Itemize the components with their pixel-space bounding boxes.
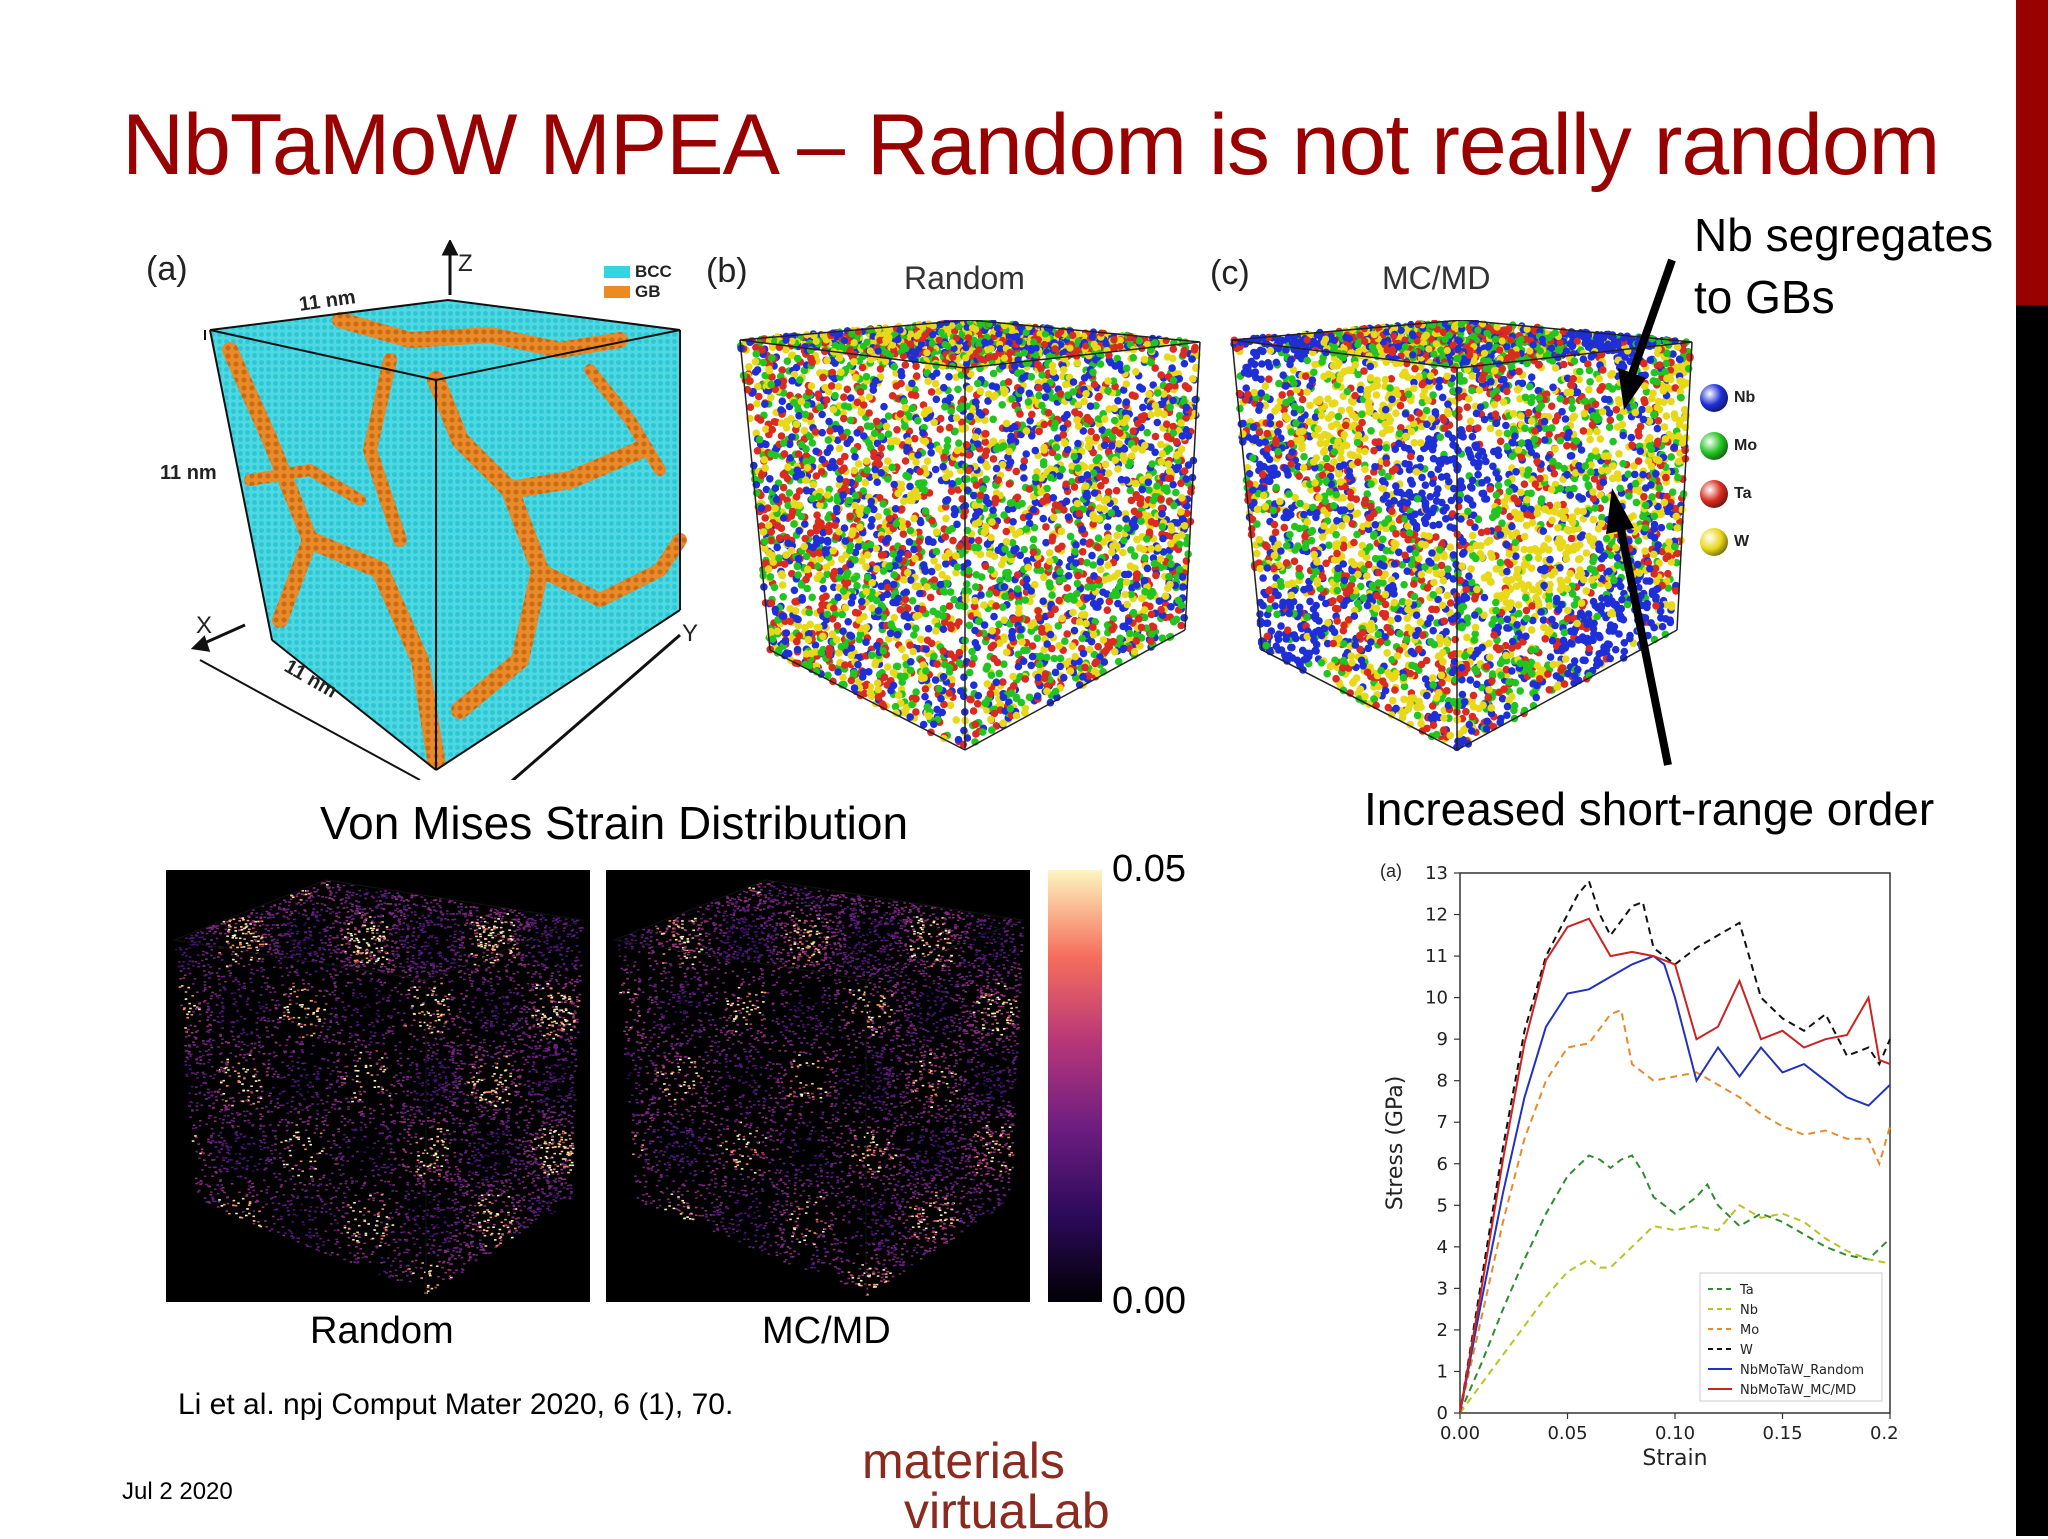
x-axis-label: Strain [1642, 1446, 1707, 1471]
colorbar-min-label: 0.00 [1112, 1280, 1186, 1323]
x-tick-label: 0.10 [1655, 1423, 1695, 1444]
y-tick-label: 2 [1437, 1320, 1448, 1341]
y-axis-label: Stress (GPa) [1383, 1076, 1408, 1211]
y-tick-label: 5 [1437, 1195, 1448, 1216]
legend-label: NbMoTaW_Random [1740, 1363, 1864, 1378]
y-tick-label: 8 [1437, 1071, 1448, 1092]
x-tick-label: 0.20 [1870, 1423, 1900, 1444]
y-tick-label: 3 [1437, 1278, 1448, 1299]
x-tick-label: 0.00 [1440, 1423, 1480, 1444]
grain-boundary-cube-image [160, 240, 720, 780]
strain-caption-random: Random [310, 1310, 454, 1353]
colorbar-max-label: 0.05 [1112, 848, 1186, 891]
colorbar [1048, 870, 1102, 1302]
axis-z-label: Z [458, 250, 473, 278]
accent-bar-black [2016, 305, 2048, 1536]
y-tick-label: 12 [1425, 905, 1448, 926]
strain-caption-mcmd: MC/MD [762, 1310, 891, 1353]
legend-label: Mo [1740, 1323, 1759, 1338]
axis-y-label: Y [682, 620, 698, 648]
phase-legend-bcc: BCC [604, 262, 672, 282]
y-tick-label: 6 [1437, 1154, 1448, 1175]
legend-label: Nb [1740, 1303, 1758, 1318]
cube-a-dim-left: 11 nm [160, 462, 217, 485]
materials-virtualab-logo: materials virtuaLab [862, 1436, 1110, 1536]
legend-label: Ta [1739, 1283, 1754, 1298]
gb-label: GB [635, 282, 661, 302]
phase-legend-gb: GB [604, 282, 672, 302]
logo-line-2: virtuaLab [904, 1486, 1110, 1536]
panel-c-letter: (c) [1210, 254, 1250, 293]
legend-label: NbMoTaW_MC/MD [1740, 1383, 1856, 1398]
random-atoms-cube-image [730, 320, 1210, 760]
panel-c-title: MC/MD [1382, 260, 1490, 297]
x-tick-label: 0.15 [1762, 1423, 1802, 1444]
y-tick-label: 4 [1437, 1237, 1448, 1258]
y-tick-label: 13 [1425, 863, 1448, 884]
strain-map-mcmd-image [606, 870, 1030, 1302]
strain-map-random-image [166, 870, 590, 1302]
y-tick-label: 7 [1437, 1112, 1448, 1133]
annotation-short-range-order: Increased short-range order [1364, 778, 1934, 840]
bcc-label: BCC [635, 262, 672, 282]
chart-legend [1700, 1273, 1882, 1401]
slide-date: Jul 2 2020 [122, 1478, 233, 1506]
panel-b-letter: (b) [706, 252, 748, 291]
axis-x-label: X [196, 612, 212, 640]
annotation-arrows [1600, 250, 1740, 780]
strain-heading: Von Mises Strain Distribution [320, 796, 908, 850]
chart-panel-label: (a) [1380, 861, 1402, 881]
x-tick-label: 0.05 [1547, 1423, 1587, 1444]
y-tick-label: 10 [1425, 988, 1448, 1009]
y-tick-label: 1 [1437, 1361, 1448, 1382]
slide-title: NbTaMoW MPEA – Random is not really rand… [122, 96, 1939, 195]
y-tick-label: 11 [1425, 946, 1448, 967]
phase-legend: BCC GB [604, 262, 672, 302]
y-tick-label: 9 [1437, 1029, 1448, 1050]
atom-spheres [737, 320, 1201, 748]
accent-bar-red [2016, 0, 2048, 305]
citation: Li et al. npj Comput Mater 2020, 6 (1), … [178, 1388, 733, 1422]
gb-swatch [604, 286, 630, 298]
y-tick-label: 0 [1437, 1403, 1448, 1424]
logo-line-1: materials [862, 1436, 1110, 1486]
legend-label: W [1740, 1343, 1753, 1358]
bcc-swatch [604, 266, 630, 278]
panel-b-title: Random [904, 260, 1025, 297]
